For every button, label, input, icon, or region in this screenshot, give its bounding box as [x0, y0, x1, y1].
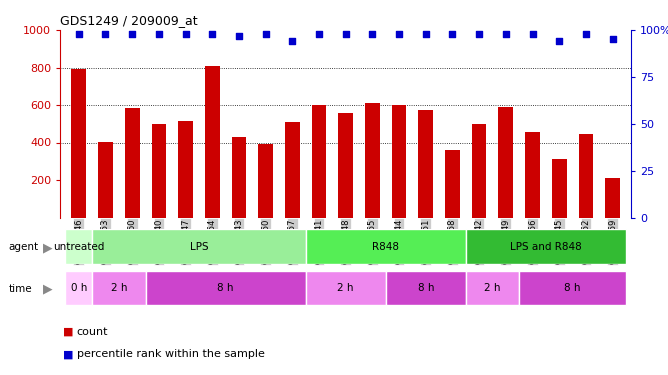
Text: R848: R848 — [372, 242, 399, 252]
Bar — [306, 230, 466, 264]
Bar — [605, 178, 620, 218]
Point — [393, 31, 404, 37]
Text: ▶: ▶ — [43, 241, 53, 254]
Bar — [385, 271, 466, 305]
Point — [180, 31, 191, 37]
Bar — [578, 134, 593, 218]
Bar — [146, 271, 306, 305]
Bar — [498, 107, 513, 218]
Bar — [365, 103, 379, 218]
Bar — [65, 271, 92, 305]
Text: LPS and R848: LPS and R848 — [510, 242, 582, 252]
Point — [261, 31, 271, 37]
Bar — [466, 230, 626, 264]
Bar — [466, 271, 519, 305]
Point — [607, 36, 618, 42]
Text: ■: ■ — [63, 350, 74, 359]
Point — [314, 31, 325, 37]
Point — [234, 33, 244, 39]
Text: ■: ■ — [63, 327, 74, 337]
Point — [341, 31, 351, 37]
Bar — [178, 121, 193, 218]
Bar — [259, 144, 273, 218]
Text: 8 h: 8 h — [418, 283, 434, 293]
Bar — [445, 150, 460, 217]
Point — [527, 31, 538, 37]
Point — [580, 31, 591, 37]
Point — [127, 31, 138, 37]
Point — [554, 38, 564, 44]
Bar — [152, 124, 166, 218]
Bar — [125, 108, 140, 218]
Bar — [391, 105, 406, 218]
Point — [154, 31, 164, 37]
Bar — [418, 110, 433, 218]
Bar — [285, 122, 300, 218]
Bar — [525, 132, 540, 218]
Point — [287, 38, 298, 44]
Point — [474, 31, 484, 37]
Point — [73, 31, 84, 37]
Text: ▶: ▶ — [43, 282, 53, 295]
Bar — [98, 142, 113, 218]
Text: 8 h: 8 h — [564, 283, 580, 293]
Text: 8 h: 8 h — [217, 283, 234, 293]
Bar — [472, 124, 486, 218]
Bar — [92, 271, 146, 305]
Bar — [552, 159, 566, 218]
Point — [420, 31, 431, 37]
Text: 2 h: 2 h — [484, 283, 501, 293]
Text: percentile rank within the sample: percentile rank within the sample — [77, 350, 265, 359]
Text: count: count — [77, 327, 108, 337]
Point — [100, 31, 111, 37]
Text: 2 h: 2 h — [337, 283, 354, 293]
Text: 2 h: 2 h — [111, 283, 127, 293]
Bar — [306, 271, 385, 305]
Bar — [65, 230, 92, 264]
Point — [367, 31, 377, 37]
Point — [447, 31, 458, 37]
Point — [207, 31, 218, 37]
Bar — [232, 137, 246, 218]
Text: time: time — [9, 284, 32, 294]
Bar — [312, 105, 327, 218]
Text: GDS1249 / 209009_at: GDS1249 / 209009_at — [60, 15, 198, 27]
Text: agent: agent — [9, 243, 39, 252]
Bar — [205, 66, 220, 218]
Bar — [519, 271, 626, 305]
Point — [500, 31, 511, 37]
Text: LPS: LPS — [190, 242, 208, 252]
Text: untreated: untreated — [53, 242, 104, 252]
Bar — [339, 112, 353, 218]
Bar — [71, 69, 86, 218]
Bar — [92, 230, 306, 264]
Text: 0 h: 0 h — [71, 283, 87, 293]
